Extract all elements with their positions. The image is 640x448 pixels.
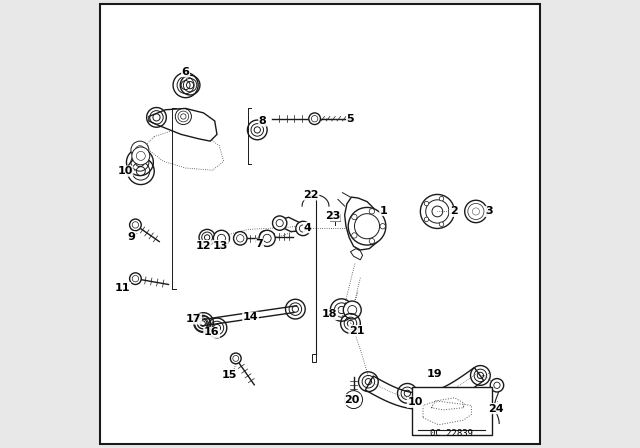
- Circle shape: [449, 209, 453, 214]
- Polygon shape: [149, 108, 217, 141]
- Circle shape: [439, 222, 444, 227]
- Circle shape: [355, 214, 380, 239]
- Circle shape: [309, 113, 321, 125]
- Circle shape: [424, 217, 429, 222]
- Circle shape: [129, 273, 141, 284]
- Circle shape: [260, 231, 271, 242]
- Text: 21: 21: [349, 326, 365, 336]
- Text: 0C 22839: 0C 22839: [430, 429, 473, 438]
- Circle shape: [136, 151, 145, 160]
- Text: 10: 10: [117, 166, 133, 176]
- Text: 1: 1: [380, 206, 387, 215]
- Circle shape: [380, 224, 385, 229]
- Text: 2: 2: [450, 207, 458, 216]
- Polygon shape: [351, 249, 362, 260]
- Text: 5: 5: [347, 114, 355, 124]
- Circle shape: [343, 301, 361, 319]
- Text: 6: 6: [182, 67, 189, 77]
- Text: 16: 16: [204, 327, 220, 337]
- Circle shape: [259, 230, 275, 246]
- Circle shape: [234, 232, 247, 245]
- Text: 13: 13: [213, 241, 228, 250]
- Circle shape: [312, 116, 318, 122]
- Circle shape: [218, 234, 225, 242]
- Text: 8: 8: [259, 116, 266, 126]
- Circle shape: [132, 276, 139, 282]
- Circle shape: [129, 219, 141, 231]
- Circle shape: [494, 382, 500, 388]
- Text: 9: 9: [127, 232, 135, 241]
- Circle shape: [276, 220, 284, 227]
- Text: 19: 19: [426, 369, 442, 379]
- FancyBboxPatch shape: [330, 214, 340, 221]
- Circle shape: [465, 200, 487, 223]
- Circle shape: [472, 208, 479, 215]
- Text: 24: 24: [488, 404, 504, 414]
- FancyBboxPatch shape: [312, 354, 316, 362]
- Circle shape: [132, 147, 150, 165]
- Text: 4: 4: [303, 223, 312, 233]
- Text: 3: 3: [486, 207, 493, 216]
- Circle shape: [351, 214, 357, 220]
- Circle shape: [237, 235, 244, 242]
- Polygon shape: [365, 367, 484, 409]
- Circle shape: [424, 201, 429, 206]
- Text: 23: 23: [325, 211, 340, 221]
- Circle shape: [369, 209, 374, 214]
- Circle shape: [470, 205, 482, 218]
- Text: 7: 7: [255, 239, 264, 249]
- Circle shape: [348, 207, 386, 245]
- Text: 14: 14: [243, 312, 259, 322]
- Circle shape: [351, 233, 357, 238]
- Circle shape: [468, 203, 484, 220]
- Circle shape: [348, 394, 360, 405]
- Text: 22: 22: [303, 190, 319, 200]
- Circle shape: [263, 234, 271, 242]
- Circle shape: [349, 395, 358, 404]
- Polygon shape: [278, 217, 305, 232]
- Circle shape: [273, 216, 287, 230]
- Circle shape: [132, 222, 139, 228]
- Circle shape: [490, 379, 504, 392]
- Text: 20: 20: [344, 395, 360, 405]
- FancyBboxPatch shape: [412, 387, 492, 435]
- Text: 15: 15: [222, 370, 237, 380]
- Text: 18: 18: [322, 310, 338, 319]
- Circle shape: [262, 233, 269, 240]
- Text: 12: 12: [196, 241, 211, 250]
- Circle shape: [369, 238, 374, 244]
- Circle shape: [230, 353, 241, 364]
- Circle shape: [344, 391, 362, 409]
- Circle shape: [300, 225, 307, 232]
- Polygon shape: [345, 197, 380, 250]
- Circle shape: [348, 306, 356, 314]
- Circle shape: [350, 396, 357, 403]
- FancyBboxPatch shape: [100, 4, 540, 444]
- Circle shape: [131, 141, 149, 159]
- Text: 10: 10: [407, 397, 422, 407]
- Circle shape: [136, 146, 145, 155]
- Circle shape: [296, 221, 310, 236]
- Text: 11: 11: [115, 283, 131, 293]
- Circle shape: [439, 196, 444, 201]
- Text: 17: 17: [186, 314, 202, 324]
- Circle shape: [233, 355, 239, 362]
- Circle shape: [213, 230, 230, 246]
